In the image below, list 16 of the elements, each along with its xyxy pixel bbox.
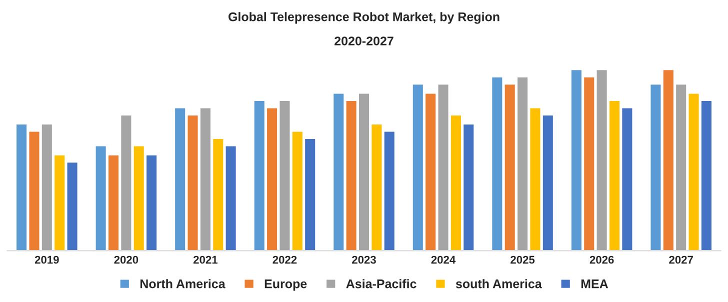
x-tick-label: 2026 [590, 256, 614, 264]
x-tick-label: 2024 [431, 256, 456, 264]
x-tick-label: 2020 [114, 256, 138, 264]
x-tick-label: 2027 [669, 256, 693, 264]
legend-label: Europe [264, 280, 307, 291]
x-tick-label: 2025 [510, 256, 535, 264]
x-tick-label: 2021 [193, 256, 218, 264]
legend-label: south America [456, 279, 542, 288]
x-tick-label: 2023 [352, 256, 376, 264]
x-tick-label: 2019 [34, 256, 59, 264]
chart-subtitle: 2020-2027 [334, 36, 394, 46]
legend-label: North America [140, 279, 226, 288]
legend-label: MEA [581, 280, 608, 288]
x-tick-label: 2022 [272, 256, 297, 264]
chart-title: Global Telepresence Robot Market, by Region [228, 12, 500, 24]
legend-label: Asia-Pacific [346, 279, 416, 288]
